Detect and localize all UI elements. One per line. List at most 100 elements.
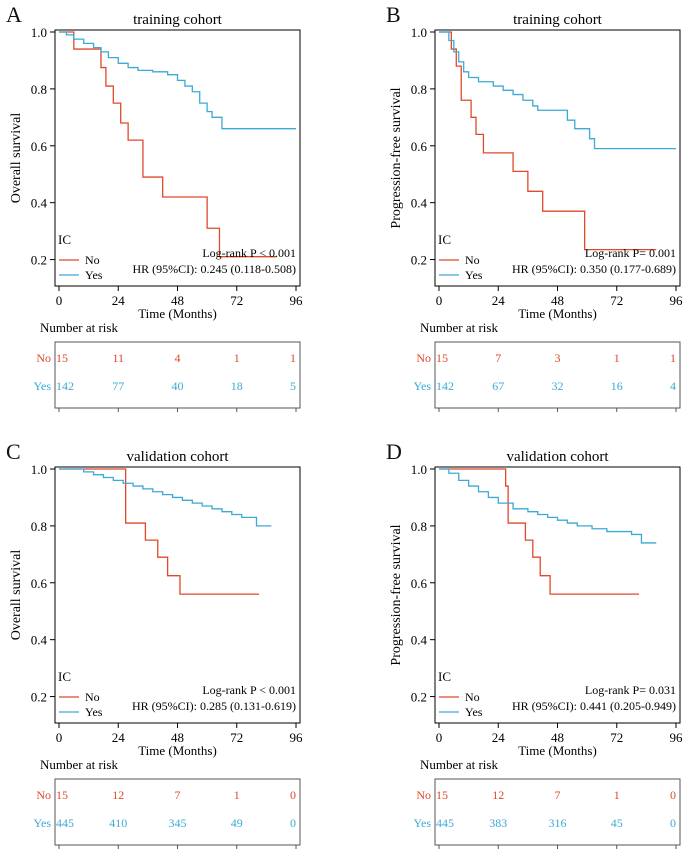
risk-count: 12 xyxy=(492,788,504,802)
risk-count: 12 xyxy=(112,788,124,802)
risk-count: 77 xyxy=(112,379,124,393)
chart-title: validation cohort xyxy=(126,449,229,465)
y-tick-label: 1.0 xyxy=(411,25,427,40)
y-tick-label: 1.0 xyxy=(31,25,47,40)
logrank-stat: Log-rank P= 0.031 xyxy=(585,683,676,697)
risk-table-title: Number at risk xyxy=(40,757,118,772)
risk-count: 1 xyxy=(614,351,620,365)
x-tick-label: 48 xyxy=(171,293,184,308)
y-tick-label: 1.0 xyxy=(411,462,427,477)
chart-title: validation cohort xyxy=(506,449,609,465)
risk-count: 1 xyxy=(614,788,620,802)
x-axis-label: Time (Months) xyxy=(518,743,597,758)
risk-count: 1 xyxy=(670,351,676,365)
risk-row-label-yes: Yes xyxy=(34,816,52,830)
x-tick-label: 72 xyxy=(610,293,623,308)
survival-curve-no xyxy=(59,468,259,595)
risk-count: 45 xyxy=(611,816,623,830)
panel-letter: C xyxy=(6,439,21,464)
hazard-ratio-stat: HR (95%CI): 0.441 (0.205-0.949) xyxy=(512,699,676,713)
x-axis-label: Time (Months) xyxy=(518,306,597,321)
y-axis-label: Progression-free survival xyxy=(389,87,404,228)
risk-table-title: Number at risk xyxy=(420,320,498,335)
x-tick-label: 24 xyxy=(492,293,506,308)
risk-count: 18 xyxy=(231,379,243,393)
y-tick-label: 0.4 xyxy=(411,196,428,211)
panel-c: C validation cohort 0.2 0.4 0.6 0.8 1.0 0 24 48 7… xyxy=(0,437,330,857)
risk-count: 32 xyxy=(552,379,564,393)
legend-label-yes: Yes xyxy=(465,268,483,282)
logrank-stat: Log-rank P < 0.001 xyxy=(202,246,296,260)
risk-count: 410 xyxy=(109,816,127,830)
legend-title: IC xyxy=(438,232,451,247)
risk-count: 0 xyxy=(670,816,676,830)
risk-count: 3 xyxy=(555,351,561,365)
risk-count: 7 xyxy=(495,351,501,365)
x-tick-label: 24 xyxy=(492,730,506,745)
y-tick-label: 1.0 xyxy=(31,462,47,477)
legend-title: IC xyxy=(58,232,71,247)
logrank-stat: Log-rank P < 0.001 xyxy=(202,683,296,697)
y-tick-label: 0.6 xyxy=(31,139,48,154)
x-tick-label: 72 xyxy=(610,730,623,745)
risk-count: 0 xyxy=(290,816,296,830)
panel-letter: B xyxy=(386,2,401,27)
risk-row-label-yes: Yes xyxy=(414,816,432,830)
survival-curve-no xyxy=(439,468,639,595)
x-tick-label: 24 xyxy=(112,730,126,745)
y-axis-label: Overall survival xyxy=(9,113,24,204)
km-plot-d: validation cohort 0.2 0.4 0.6 0.8 1.0 0 24 48 72 9… xyxy=(389,449,683,849)
logrank-stat: Log-rank P= 0.001 xyxy=(585,246,676,260)
x-tick-label: 48 xyxy=(551,293,564,308)
risk-count: 15 xyxy=(56,351,68,365)
x-tick-label: 96 xyxy=(290,730,304,745)
panel-letter: D xyxy=(386,439,402,464)
risk-row-label-no: No xyxy=(416,788,431,802)
risk-count: 15 xyxy=(436,351,448,365)
panel-b: B training cohort 0.2 0.4 0.6 0.8 1.0 0 24 48 72 9… xyxy=(380,0,685,420)
risk-count: 5 xyxy=(290,379,296,393)
legend-label-no: No xyxy=(465,690,480,704)
risk-count: 16 xyxy=(611,379,623,393)
x-tick-label: 24 xyxy=(112,293,126,308)
risk-count: 142 xyxy=(436,379,454,393)
x-tick-label: 0 xyxy=(56,293,63,308)
risk-count: 142 xyxy=(56,379,74,393)
legend-label-no: No xyxy=(85,690,100,704)
chart-title: training cohort xyxy=(513,12,603,28)
legend-label-yes: Yes xyxy=(465,705,483,719)
risk-count: 40 xyxy=(172,379,184,393)
legend-label-no: No xyxy=(85,253,100,267)
hazard-ratio-stat: HR (95%CI): 0.245 (0.118-0.508) xyxy=(132,262,296,276)
risk-count: 4 xyxy=(670,379,676,393)
y-tick-label: 0.8 xyxy=(31,82,47,97)
risk-count: 0 xyxy=(290,788,296,802)
y-tick-label: 0.8 xyxy=(411,519,427,534)
y-tick-label: 0.4 xyxy=(31,633,48,648)
survival-curve-yes xyxy=(439,31,676,150)
x-tick-label: 72 xyxy=(230,730,243,745)
x-tick-label: 96 xyxy=(290,293,304,308)
legend-title: IC xyxy=(438,669,451,684)
km-plot-a: training cohort 0.2 0.4 0.6 0.8 1.0 0 24 48 72 96 T… xyxy=(9,12,304,412)
y-tick-label: 0.8 xyxy=(31,519,47,534)
risk-count: 7 xyxy=(175,788,181,802)
y-tick-label: 0.4 xyxy=(411,633,428,648)
y-tick-label: 0.2 xyxy=(31,690,47,705)
hazard-ratio-stat: HR (95%CI): 0.285 (0.131-0.619) xyxy=(132,699,296,713)
risk-table-title: Number at risk xyxy=(420,757,498,772)
risk-count: 49 xyxy=(231,816,243,830)
risk-count: 316 xyxy=(549,816,567,830)
risk-count: 11 xyxy=(112,351,124,365)
y-tick-label: 0.6 xyxy=(411,576,428,591)
x-axis-label: Time (Months) xyxy=(138,306,217,321)
panel-letter: A xyxy=(6,2,22,27)
risk-count: 445 xyxy=(436,816,454,830)
x-tick-label: 0 xyxy=(436,730,443,745)
risk-count: 0 xyxy=(670,788,676,802)
risk-count: 1 xyxy=(234,351,240,365)
y-tick-label: 0.8 xyxy=(411,82,427,97)
y-tick-label: 0.6 xyxy=(31,576,48,591)
panel-a: A training cohort 0.2 0.4 0.6 0.8 1.0 0 24 48 72 9… xyxy=(0,0,330,420)
risk-count: 67 xyxy=(492,379,504,393)
